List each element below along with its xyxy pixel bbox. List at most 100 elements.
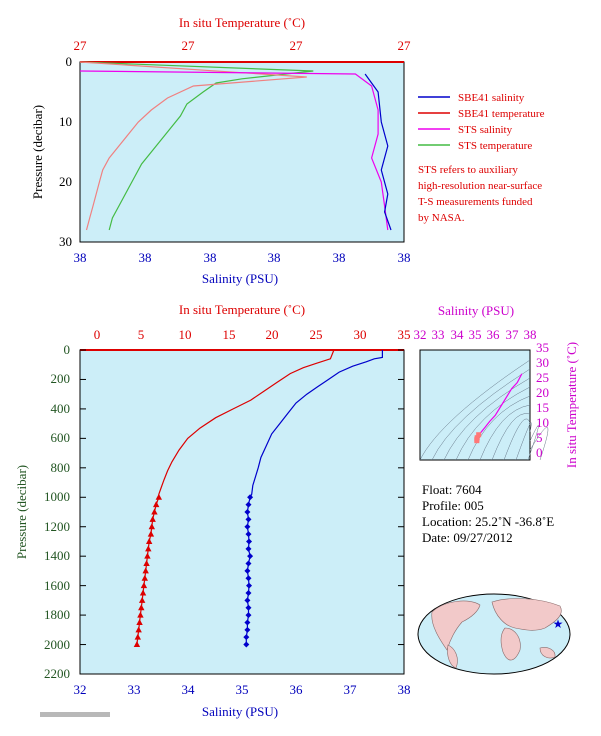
main-chart-pressure-label: Pressure (decibar): [14, 465, 29, 559]
ts-temp-tick: 35: [536, 340, 549, 355]
sts-note: STS refers to auxiliary high-resolution …: [418, 164, 542, 224]
salinity-point: [245, 531, 252, 538]
top-chart-temperature-label: In situ Temperature (˚C): [179, 15, 305, 30]
ts-point: [476, 432, 482, 438]
main-series-group: [133, 349, 383, 648]
salinity-point: [245, 545, 252, 552]
temperature-point: [149, 515, 156, 522]
temperature-point: [135, 626, 142, 633]
salinity-point: [245, 604, 252, 611]
top-plot-area: [79, 61, 405, 243]
top-sal-tick: 38: [139, 250, 152, 265]
salinity-point: [245, 501, 252, 508]
temperature-point: [143, 560, 150, 567]
density-contour: [529, 427, 549, 461]
ts-temperature-label: In situ Temperature (˚C): [564, 342, 579, 468]
ts-temp-tick: 30: [536, 355, 549, 370]
main-sal-tick: 38: [398, 682, 411, 697]
density-contour: [467, 395, 531, 461]
main-temp-tick: 10: [179, 327, 192, 342]
ts-sal-tick: 38: [524, 327, 537, 342]
ts-temp-tick: 25: [536, 370, 549, 385]
main-plot-area: [79, 349, 405, 675]
top-chart-salinity-ticks: 38 38 38 38 38 38: [74, 250, 411, 265]
main-sal-ticks: 32 33 34 35 36 37 38: [74, 682, 411, 697]
top-pressure-tick: 0: [66, 54, 73, 69]
ts-inset-chart: Salinity (PSU) 32 33 34 35 36 37 38 0 5 …: [414, 303, 580, 468]
top-sal-tick: 38: [398, 250, 411, 265]
top-temp-tick: 27: [74, 38, 88, 53]
main-pressure-tick: 1800: [44, 607, 70, 622]
map-landmass-americas: [431, 600, 481, 651]
main-pressure-ticks: 0 200 400 600 800 1000 1200 1400 1600 18…: [44, 342, 70, 681]
temperature-point: [133, 641, 141, 648]
top-sal-tick: 38: [74, 250, 87, 265]
float-info: Float: 7604 Profile: 005 Location: 25.2˚…: [422, 482, 554, 545]
map-landmass-south-america: [447, 644, 458, 669]
salinity-point: [243, 641, 250, 648]
salinity-profile-line: [245, 350, 383, 645]
legend-label: SBE41 temperature: [458, 108, 545, 120]
top-series-line: [79, 61, 307, 231]
ts-series-group: [474, 373, 523, 444]
ts-sal-tick: 35: [469, 327, 482, 342]
temperature-point: [142, 567, 149, 574]
main-temp-tick: 15: [223, 327, 236, 342]
main-temp-tick: 0: [94, 327, 101, 342]
main-pressure-tick: 800: [51, 460, 71, 475]
main-pressure-tick: 400: [51, 401, 71, 416]
main-pressure-tick: 2200: [44, 666, 70, 681]
top-chart-temperature-ticks: 27 27 27 27: [74, 38, 412, 53]
top-chart-pressure-label: Pressure (decibar): [30, 105, 45, 199]
location: Location: 25.2˚N -36.8˚E: [422, 514, 554, 529]
main-pressure-tick: 0: [64, 342, 71, 357]
note-line: STS refers to auxiliary: [418, 164, 518, 176]
main-temp-tick: 5: [138, 327, 145, 342]
main-pressure-tick: 1400: [44, 548, 70, 563]
salinity-point: [244, 597, 251, 604]
legend-label: STS salinity: [458, 124, 513, 136]
main-temp-ticks: 0 5 10 15 20 25 30 35: [94, 327, 411, 342]
main-sal-tick: 36: [290, 682, 304, 697]
density-contour: [479, 404, 531, 461]
top-temp-tick: 27: [290, 38, 304, 53]
ts-sal-tick: 34: [451, 327, 465, 342]
density-contour: [419, 359, 531, 461]
temperature-point: [151, 508, 158, 515]
note-line: T-S measurements funded: [418, 196, 533, 208]
ts-sal-tick: 33: [432, 327, 445, 342]
main-chart: In situ Temperature (˚C) 0 5 10 15 20 25…: [14, 302, 411, 719]
main-pressure-tick: 600: [51, 430, 71, 445]
salinity-point: [244, 567, 251, 574]
legend-label: SBE41 salinity: [458, 92, 525, 104]
temperature-point: [145, 537, 153, 544]
temperature-point: [139, 589, 147, 596]
density-contour: [455, 386, 531, 461]
top-pressure-tick: 20: [59, 174, 72, 189]
top-pressure-tick: 30: [59, 234, 72, 249]
salinity-point: [244, 509, 251, 515]
stamp-mark: [40, 712, 110, 717]
main-sal-tick: 32: [74, 682, 87, 697]
density-contour: [503, 418, 531, 461]
ts-sal-tick: 32: [414, 327, 427, 342]
top-temp-tick: 27: [398, 38, 412, 53]
main-sal-tick: 37: [344, 682, 358, 697]
salinity-point: [246, 582, 253, 589]
salinity-point: [245, 560, 252, 567]
top-series-line: [364, 73, 392, 231]
salinity-point: [243, 634, 250, 641]
world-map: ★: [417, 593, 571, 675]
map-landmass-eurasia: [491, 598, 562, 631]
main-sal-tick: 35: [236, 682, 249, 697]
salinity-point: [245, 590, 252, 596]
note-line: high-resolution near-surface: [418, 180, 542, 192]
ts-sal-tick: 37: [506, 327, 520, 342]
main-pressure-tick: 2000: [44, 637, 70, 652]
main-tick-marks: [80, 349, 404, 675]
temperature-point: [137, 611, 144, 618]
main-pressure-tick: 1200: [44, 519, 70, 534]
top-sal-tick: 38: [204, 250, 217, 265]
main-temp-tick: 20: [266, 327, 279, 342]
